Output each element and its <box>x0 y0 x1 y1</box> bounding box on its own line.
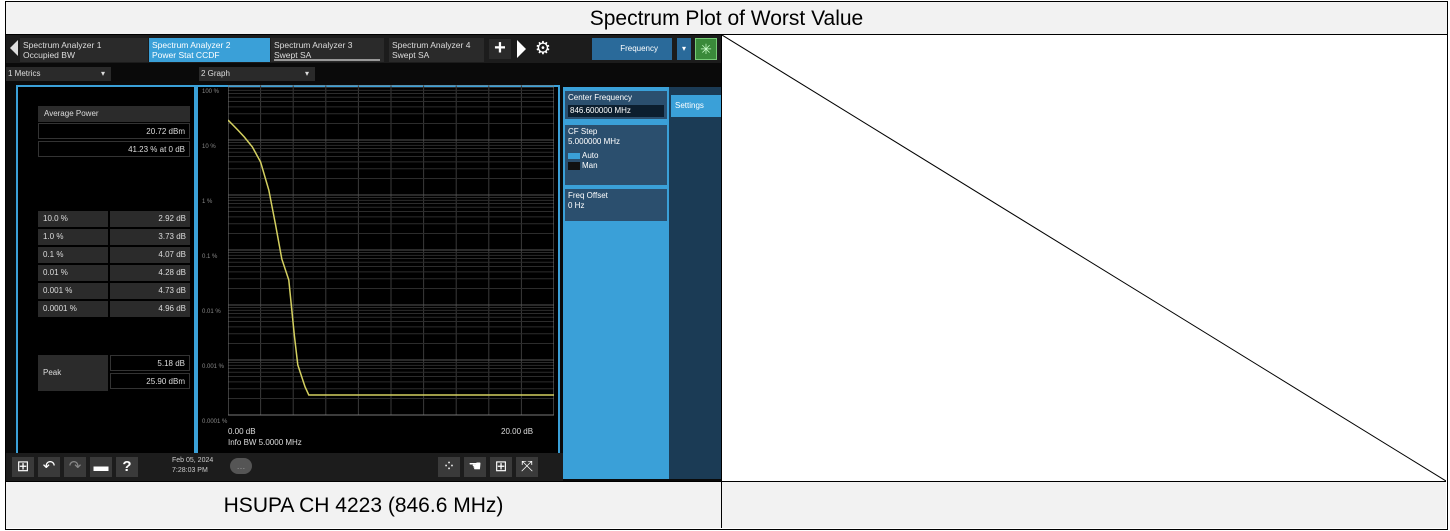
auto-option[interactable]: Auto <box>568 151 664 161</box>
scroll-left-icon[interactable] <box>10 40 18 56</box>
gear-icon[interactable]: ⚙ <box>534 38 552 58</box>
cf-step-control[interactable]: CF Step 5.000000 MHz Auto Man <box>565 125 667 185</box>
busy-indicator-icon: ✳ <box>695 38 717 60</box>
empty-cell <box>722 35 1446 481</box>
ccdf-percent: 0.001 % <box>38 283 108 299</box>
undo-icon[interactable]: ↶ <box>38 457 60 477</box>
graph-window-selector[interactable]: 2 Graph ▾ <box>199 67 315 81</box>
keypad-icon[interactable]: ⁘ <box>438 457 460 477</box>
metrics-panel: Average Power 20.72 dBm 41.23 % at 0 dB … <box>16 85 196 461</box>
page-title: Spectrum Plot of Worst Value <box>6 2 1447 35</box>
message-icon[interactable]: … <box>230 458 252 474</box>
empty-cell-diagonal <box>722 35 1446 481</box>
tab-bar: Spectrum Analyzer 1 Occupied BW Spectrum … <box>6 35 721 63</box>
cf-step-value: 5.000000 MHz <box>568 137 621 146</box>
ccdf-value: 3.73 dB <box>110 229 190 245</box>
settings-tab[interactable]: Settings <box>671 95 721 117</box>
man-unselected-icon <box>568 162 580 170</box>
center-frequency-control[interactable]: Center Frequency 846.600000 MHz <box>565 91 667 119</box>
frequency-menu-button[interactable]: Frequency <box>592 38 672 60</box>
tab-analyzer-4[interactable]: Spectrum Analyzer 4 Swept SA <box>389 38 484 62</box>
ccdf-value: 4.73 dB <box>110 283 190 299</box>
touch-icon[interactable]: ☚ <box>464 457 486 477</box>
y-tick-label: 1 % <box>202 199 213 205</box>
chevron-down-icon: ▾ <box>304 69 309 78</box>
info-bw-label: Info BW 5.0000 MHz <box>228 438 302 447</box>
peak-dbm: 25.90 dBm <box>110 373 190 389</box>
auto-selected-icon <box>568 153 580 159</box>
ccdf-value: 4.96 dB <box>110 301 190 317</box>
scroll-right-icon[interactable] <box>517 40 526 58</box>
ccdf-percent: 0.0001 % <box>38 301 108 317</box>
ccdf-percent: 1.0 % <box>38 229 108 245</box>
caption: HSUPA CH 4223 (846.6 MHz) <box>6 481 722 528</box>
ccdf-value: 2.92 dB <box>110 211 190 227</box>
windows-icon[interactable]: ⊞ <box>12 457 34 477</box>
x-end-label: 20.00 dB <box>501 427 534 436</box>
empty-caption-cell <box>722 481 1446 528</box>
center-frequency-value: 846.600000 MHz <box>568 105 664 117</box>
freq-offset-value: 0 Hz <box>568 201 585 210</box>
average-power-dbm: 20.72 dBm <box>38 123 190 139</box>
add-tab-button[interactable]: + <box>489 38 511 59</box>
frequency-menu-panel: Center Frequency 846.600000 MHz CF Step … <box>563 87 669 479</box>
average-power-pct: 41.23 % at 0 dB <box>38 141 190 157</box>
y-tick-label: 0.001 % <box>202 364 225 370</box>
tab-analyzer-3[interactable]: Spectrum Analyzer 3 Swept SA <box>271 38 384 62</box>
tab-analyzer-2[interactable]: Spectrum Analyzer 2 Power Stat CCDF <box>149 38 270 62</box>
analyzer-screenshot: Spectrum Analyzer 1 Occupied BW Spectrum … <box>6 35 722 481</box>
report-table: Spectrum Plot of Worst Value Spectrum An… <box>5 1 1448 530</box>
help-icon[interactable]: ? <box>116 457 138 477</box>
man-option[interactable]: Man <box>568 161 664 171</box>
ccdf-percent: 0.01 % <box>38 265 108 281</box>
y-tick-label: 0.01 % <box>202 309 221 315</box>
average-power-label: Average Power <box>38 106 190 122</box>
peak-db: 5.18 dB <box>110 355 190 371</box>
multi-window-icon[interactable]: ⊞ <box>490 457 512 477</box>
folder-icon[interactable]: ▬ <box>90 457 112 477</box>
tab-underline <box>274 59 380 61</box>
ccdf-curve <box>228 119 554 396</box>
ccdf-value: 4.07 dB <box>110 247 190 263</box>
ccdf-percent: 10.0 % <box>38 211 108 227</box>
y-tick-label: 0.1 % <box>202 254 218 260</box>
redo-icon[interactable]: ↷ <box>64 457 86 477</box>
settings-panel: Settings <box>669 87 721 479</box>
ccdf-percent: 0.1 % <box>38 247 108 263</box>
frequency-dropdown-icon[interactable]: ▾ <box>677 38 691 60</box>
tab-analyzer-1[interactable]: Spectrum Analyzer 1 Occupied BW <box>20 38 148 62</box>
y-tick-label: 0.0001 % <box>202 419 228 425</box>
y-tick-label: 10 % <box>202 144 216 150</box>
chevron-down-icon: ▾ <box>100 69 105 78</box>
freq-offset-control[interactable]: Freq Offset 0 Hz <box>565 189 667 221</box>
graph-border <box>228 85 554 416</box>
y-tick-label: 100 % <box>202 89 220 95</box>
ccdf-value: 4.28 dB <box>110 265 190 281</box>
maximize-icon[interactable]: ⤧ <box>516 457 538 477</box>
x-start-label: 0.00 dB <box>228 427 256 436</box>
ccdf-graph <box>228 85 554 416</box>
status-bar: ⊞ ↶ ↷ ▬ ? Feb 05, 2024 7:28:03 PM … ⁘ ☚ … <box>6 453 563 481</box>
date-time: Feb 05, 2024 7:28:03 PM <box>172 457 214 474</box>
peak-label: Peak <box>38 355 108 391</box>
metrics-window-selector[interactable]: 1 Metrics ▾ <box>6 67 111 81</box>
